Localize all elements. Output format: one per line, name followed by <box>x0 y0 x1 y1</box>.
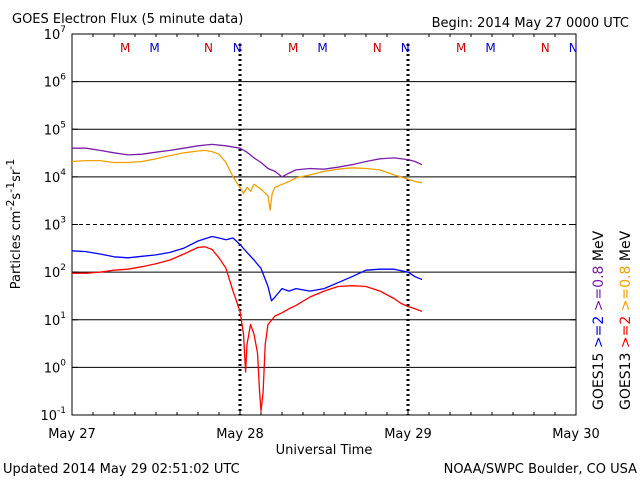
legend-goes15-label: GOES15 <box>591 353 607 410</box>
legend-goes13-2mev: >=2 <box>618 316 634 348</box>
y-tick-label: 102 <box>44 263 66 281</box>
y-tick-label: 104 <box>44 168 67 186</box>
orbit-marker: N <box>373 41 382 55</box>
y-tick-label: 101 <box>44 311 66 329</box>
day-markers <box>238 44 410 415</box>
legend: GOES15 >=2 >=0.8 MeV GOES13 >=2 >=0.8 Me… <box>591 230 634 410</box>
legend-goes13-label: GOES13 <box>618 353 634 410</box>
orbit-marker: M <box>485 41 495 55</box>
orbit-marker: M <box>120 41 130 55</box>
orbit-marker: M <box>288 41 298 55</box>
orbit-marker: M <box>456 41 466 55</box>
orbit-marker: M <box>317 41 327 55</box>
orbit-marker: N <box>204 41 213 55</box>
orbit-marker: N <box>569 41 578 55</box>
legend-goes13-08mev: >=0.8 <box>618 266 634 312</box>
updated-timestamp: Updated 2014 May 29 02:51:02 UTC <box>3 462 240 477</box>
x-tick-label: May 28 <box>216 427 264 442</box>
series-line-1 <box>71 149 423 211</box>
y-tick-label: 107 <box>44 25 66 43</box>
legend-goes15-08mev: >=0.8 <box>591 266 607 312</box>
y-tick-label: 10-1 <box>40 406 66 424</box>
x-tick-label: May 27 <box>48 427 96 442</box>
legend-goes13-unit: MeV <box>618 230 634 261</box>
y-tick-label: 105 <box>44 120 66 138</box>
series-line-0 <box>72 143 423 178</box>
series-line-2 <box>71 235 423 302</box>
y-axis-label: Particles cm-2s-1sr-1 <box>4 159 24 290</box>
legend-goes15: GOES15 >=2 >=0.8 MeV <box>591 230 607 410</box>
x-axis-label: Universal Time <box>276 443 373 458</box>
x-tick-labels: May 27 May 28 May 29 May 30 <box>48 34 600 442</box>
orbit-marker: N <box>541 41 550 55</box>
series-line-3 <box>72 246 423 412</box>
x-tick-label: May 30 <box>552 427 600 442</box>
begin-label: Begin: 2014 May 27 0000 UTC <box>432 16 629 31</box>
legend-goes15-unit: MeV <box>591 230 607 261</box>
credit-label: NOAA/SWPC Boulder, CO USA <box>444 462 637 477</box>
legend-goes15-2mev: >=2 <box>591 316 607 348</box>
legend-goes13: GOES13 >=2 >=0.8 MeV <box>618 230 634 410</box>
gridlines <box>72 81 576 368</box>
y-tick-labels: 10-1 100 101 102 103 104 105 106 107 <box>40 25 576 424</box>
y-tick-label: 106 <box>44 73 67 91</box>
orbit-marker: M <box>149 41 159 55</box>
x-tick-label: May 29 <box>384 427 432 442</box>
y-tick-label: 103 <box>44 216 66 234</box>
y-tick-label: 100 <box>44 358 67 376</box>
orbit-marker: N <box>233 41 242 55</box>
chart-title: GOES Electron Flux (5 minute data) <box>12 12 243 27</box>
orbit-marker: N <box>401 41 410 55</box>
series-lines <box>71 143 423 412</box>
